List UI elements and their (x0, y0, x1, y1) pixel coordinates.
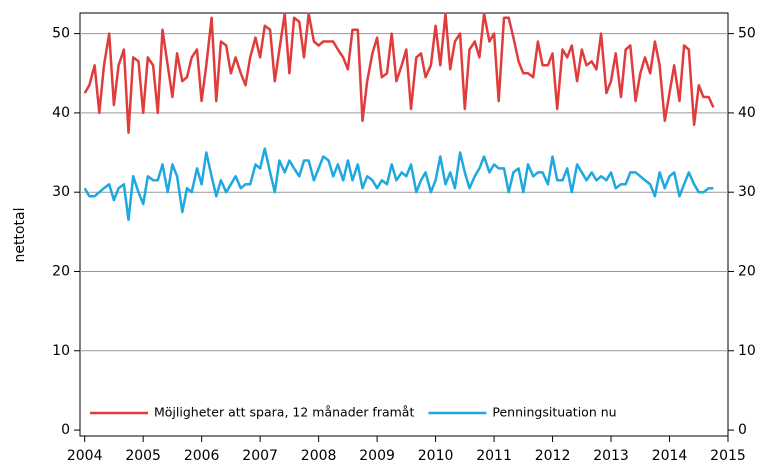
plot-frame (79, 12, 729, 437)
y-tick-label: 10 (52, 343, 70, 359)
x-tick-label: 2015 (710, 448, 746, 464)
y2-tick-label: 0 (738, 422, 747, 438)
x-tick-label: 2006 (184, 448, 220, 464)
legend-label: Möjligheter att spara, 12 månader framåt (154, 405, 414, 420)
legend-label: Penningsituation nu (492, 405, 616, 420)
x-tick-label: 2013 (593, 448, 629, 464)
series-line (83, 147, 714, 222)
x-tick-label: 2004 (67, 448, 103, 464)
x-tick-label: 2011 (476, 448, 512, 464)
x-tick-label: 2009 (359, 448, 395, 464)
x-tick-label: 2010 (418, 448, 454, 464)
x-tick-label: 2007 (242, 448, 278, 464)
y2-tick-label: 50 (738, 26, 756, 42)
x-tick-label: 2012 (535, 448, 571, 464)
x-tick-label: 2008 (301, 448, 337, 464)
y-tick-label: 40 (52, 105, 70, 121)
y2-tick-label: 10 (738, 343, 756, 359)
y2-tick-label: 20 (738, 263, 756, 279)
x-tick-label: 2014 (652, 448, 688, 464)
y-tick-label: 0 (61, 422, 70, 438)
y-tick-label: 20 (52, 263, 70, 279)
series-line (83, 12, 715, 134)
y2-tick-label: 30 (738, 184, 756, 200)
x-tick-label: 2005 (125, 448, 161, 464)
y-axis-label: nettotal (12, 208, 28, 263)
y-tick-label: 50 (52, 26, 70, 42)
y2-tick-label: 40 (738, 105, 756, 121)
y-tick-label: 30 (52, 184, 70, 200)
